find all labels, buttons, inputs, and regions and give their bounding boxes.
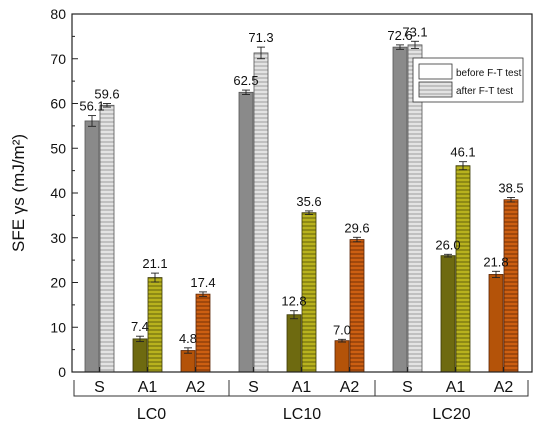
- y-tick-label: 0: [58, 364, 66, 380]
- x-tick-label: S: [402, 379, 413, 396]
- x-tick-label: A1: [292, 379, 312, 396]
- data-label: 38.5: [498, 180, 523, 195]
- data-label: 71.3: [248, 30, 273, 45]
- data-label: 26.0: [435, 237, 460, 252]
- bar-before-lc0-a1: [132, 338, 148, 373]
- legend-label-before: before F-T test: [456, 68, 522, 79]
- y-tick-label: 60: [50, 96, 66, 112]
- bar-before-lc10-s: [238, 91, 254, 373]
- x-tick-label: A1: [138, 379, 158, 396]
- bar-after-lc0-s: [99, 104, 115, 373]
- bar-before-lc20-a2: [488, 274, 504, 373]
- data-label: 21.1: [142, 256, 167, 271]
- bar-after-lc10-s: [253, 52, 269, 373]
- x-tick-label: S: [248, 379, 259, 396]
- data-label: 7.4: [131, 319, 149, 334]
- bar-before-lc10-a1: [286, 314, 302, 373]
- data-label: 56.1: [79, 99, 104, 114]
- data-label: 29.6: [344, 220, 369, 235]
- data-label: 73.1: [402, 24, 427, 39]
- data-label: 46.1: [450, 145, 475, 160]
- x-tick-label: A2: [494, 379, 514, 396]
- x-tick-label: A1: [446, 379, 466, 396]
- y-tick-label: 50: [50, 140, 66, 156]
- data-label: 7.0: [333, 322, 351, 337]
- x-axis: S A1 A2 S A1 A2 S A1 A2 LC0 LC10 LC20: [73, 367, 529, 423]
- legend-swatch-after: [418, 81, 453, 98]
- legend-label-after: after F-T test: [456, 86, 513, 97]
- y-axis-label: SFE γs (mJ/m²): [9, 134, 28, 252]
- group-label: LC10: [283, 406, 321, 423]
- data-label: 35.6: [296, 194, 321, 209]
- group-label: LC0: [137, 406, 166, 423]
- y-axis-ticks: 0 10 20 30 40 50 60 70 80: [50, 6, 78, 380]
- bar-before-lc0-a2: [180, 350, 196, 373]
- bar-before-lc20-s: [392, 46, 408, 373]
- data-labels: 56.159.6 7.4 21.1 4.8 17.4 62.5 71.3 12.8 35.6 7.…: [79, 24, 523, 346]
- data-label: 17.4: [190, 275, 215, 290]
- bar-before-lc0-s: [84, 120, 100, 373]
- bar-after-lc20-a1: [455, 165, 471, 373]
- x-tick-label: S: [94, 379, 105, 396]
- data-label: 62.5: [233, 73, 258, 88]
- data-label: 12.8: [281, 294, 306, 309]
- bar-after-lc20-a2: [503, 199, 519, 373]
- y-tick-label: 40: [50, 185, 66, 201]
- bars: [84, 40, 519, 373]
- bar-before-lc20-a1: [440, 255, 456, 373]
- y-tick-label: 10: [50, 319, 66, 335]
- x-tick-label: A2: [340, 379, 360, 396]
- data-label: 72.6: [387, 28, 412, 43]
- y-tick-label: 30: [50, 230, 66, 246]
- data-label: 4.8: [179, 331, 197, 346]
- bar-after-lc10-a1: [301, 212, 317, 373]
- y-tick-label: 80: [50, 6, 66, 22]
- group-bracket: [374, 380, 529, 397]
- bar-after-lc0-a1: [147, 277, 163, 373]
- legend-swatch-before: [418, 63, 453, 80]
- bar-after-lc10-a2: [349, 239, 365, 373]
- y-tick-label: 70: [50, 51, 66, 67]
- bar-after-lc0-a2: [195, 293, 211, 373]
- group-label: LC20: [432, 406, 470, 423]
- x-tick-label: A2: [186, 379, 206, 396]
- data-label: 21.8: [483, 254, 508, 269]
- data-label: 59.6: [94, 87, 119, 102]
- legend: before F-T test after F-T test: [412, 57, 524, 103]
- y-tick-label: 20: [50, 275, 66, 291]
- bar-before-lc10-a2: [334, 340, 350, 373]
